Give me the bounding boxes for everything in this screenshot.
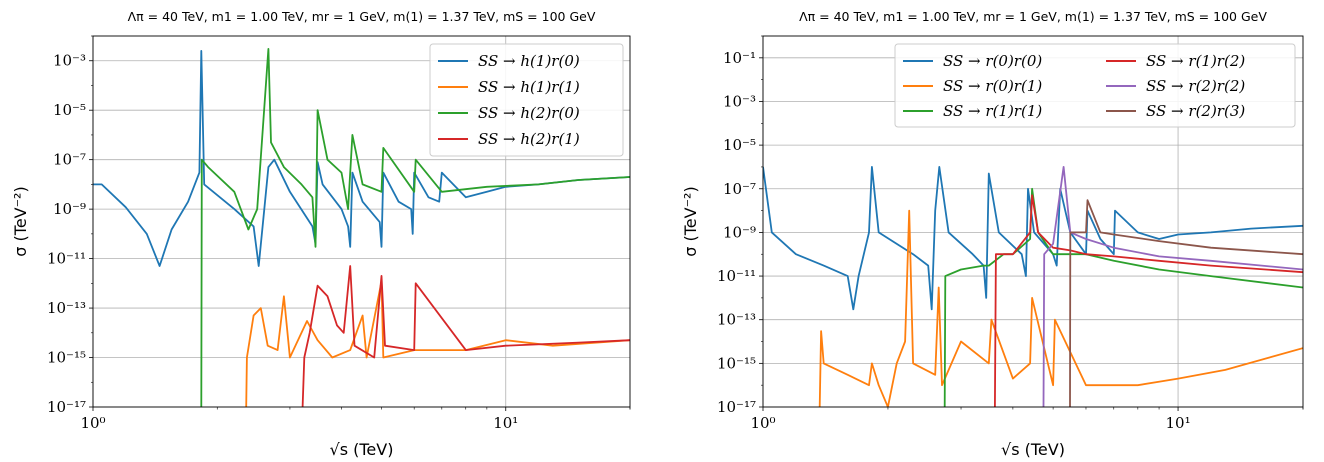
y-axis-label: σ (TeV⁻²) xyxy=(681,186,700,256)
legend-label: SS → r(2)r(2) xyxy=(1146,77,1245,95)
chart-title: Λπ = 40 TeV, m1 = 1.00 TeV, mr = 1 GeV, … xyxy=(799,9,1267,24)
y-tick-label: 10⁻¹ xyxy=(723,49,756,67)
y-tick-label: 10⁻³ xyxy=(723,92,756,110)
legend-box xyxy=(894,43,1296,128)
y-tick-label: 10⁻⁵ xyxy=(723,136,756,154)
legend-label: SS → r(1)r(1) xyxy=(943,102,1042,120)
y-tick-label: 10⁻⁹ xyxy=(723,223,756,241)
x-tick-label: 10⁰ xyxy=(750,414,775,432)
x-tick-label: 10¹ xyxy=(493,414,518,432)
y-tick-label: 10⁻¹¹ xyxy=(47,250,86,268)
series-line xyxy=(301,265,630,407)
y-tick-label: 10⁻¹³ xyxy=(717,311,756,329)
y-tick-label: 10⁻¹³ xyxy=(47,299,86,317)
legend-label: SS → r(2)r(3) xyxy=(1146,102,1245,120)
y-tick-label: 10⁻¹⁷ xyxy=(47,398,86,416)
series-group xyxy=(763,166,1303,407)
series-line xyxy=(1069,199,1303,407)
plot-frame xyxy=(762,35,1304,408)
series-group xyxy=(93,48,630,407)
legend-label: SS → r(0)r(0) xyxy=(943,52,1042,70)
series-line xyxy=(1042,166,1303,407)
series-line xyxy=(245,280,630,407)
y-tick-label: 10⁻⁷ xyxy=(53,151,86,169)
y-tick-label: 10⁻⁹ xyxy=(53,200,86,218)
legend-label: SS → r(1)r(2) xyxy=(1146,52,1245,70)
series-line xyxy=(93,50,630,267)
y-tick-label: 10⁻¹¹ xyxy=(717,267,756,285)
y-axis-label: σ (TeV⁻²) xyxy=(11,186,30,256)
legend-label: SS → h(1)r(1) xyxy=(478,78,580,96)
legend-label: SS → r(0)r(1) xyxy=(943,77,1042,95)
y-tick-label: 10⁻⁷ xyxy=(723,180,756,198)
series-line xyxy=(200,48,630,407)
y-tick-label: 10⁻⁵ xyxy=(53,101,86,119)
series-line xyxy=(943,187,1303,407)
y-tick-label: 10⁻¹⁷ xyxy=(717,398,756,416)
y-tick-label: 10⁻³ xyxy=(53,52,86,70)
legend-box xyxy=(429,43,624,157)
chart-title: Λπ = 40 TeV, m1 = 1.00 TeV, mr = 1 GeV, … xyxy=(128,9,596,24)
left-plot: Λπ = 40 TeV, m1 = 1.00 TeV, mr = 1 GeV, … xyxy=(11,9,631,459)
right-plot: Λπ = 40 TeV, m1 = 1.00 TeV, mr = 1 GeV, … xyxy=(681,9,1304,459)
x-tick-label: 10¹ xyxy=(1166,414,1191,432)
legend-label: SS → h(2)r(1) xyxy=(478,130,580,148)
legend-label: SS → h(2)r(0) xyxy=(478,104,580,122)
legend-label: SS → h(1)r(0) xyxy=(478,52,580,70)
x-axis-label: √s (TeV) xyxy=(1001,440,1065,459)
series-line xyxy=(763,166,1303,311)
x-tick-label: 10⁰ xyxy=(80,414,105,432)
y-tick-label: 10⁻¹⁵ xyxy=(47,349,86,367)
series-line xyxy=(994,194,1303,407)
x-axis-label: √s (TeV) xyxy=(330,440,394,459)
plot-frame xyxy=(92,35,631,408)
y-tick-label: 10⁻¹⁵ xyxy=(717,354,756,372)
